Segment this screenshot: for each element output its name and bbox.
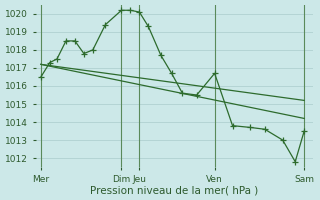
X-axis label: Pression niveau de la mer( hPa ): Pression niveau de la mer( hPa ) <box>90 185 259 195</box>
